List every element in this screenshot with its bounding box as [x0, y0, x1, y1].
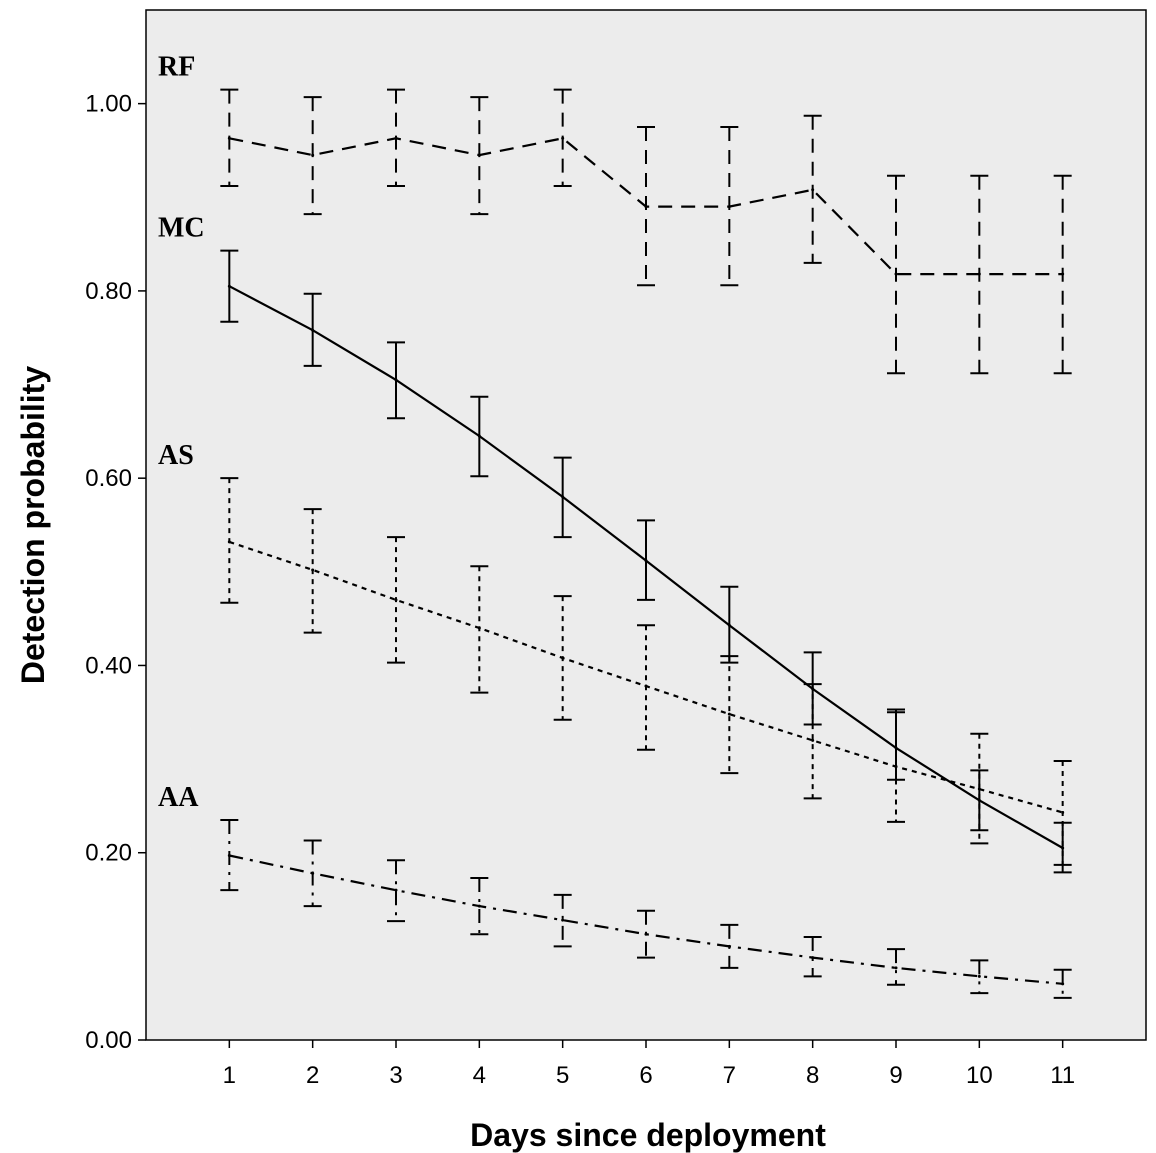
data-point — [1061, 272, 1065, 276]
series-mc — [220, 249, 1072, 874]
data-point — [977, 787, 981, 791]
data-point — [894, 746, 898, 750]
data-point — [811, 188, 815, 192]
series-aa — [220, 818, 1072, 999]
data-point — [644, 932, 648, 936]
x-axis-title: Days since deployment — [470, 1117, 826, 1153]
data-point — [727, 712, 731, 716]
error-bar — [553, 893, 572, 948]
data-point — [477, 153, 481, 157]
error-bar — [887, 948, 905, 986]
data-point — [311, 568, 315, 572]
x-tick-label: 7 — [723, 1062, 736, 1089]
data-point — [644, 684, 648, 688]
y-tick-label: 0.20 — [85, 840, 132, 867]
x-tick-label: 6 — [639, 1062, 652, 1089]
error-bar — [803, 683, 822, 800]
data-point — [1061, 810, 1065, 814]
data-point — [561, 918, 565, 922]
series-label-aa: AA — [158, 782, 199, 813]
data-point — [977, 272, 981, 276]
data-point — [1061, 982, 1065, 986]
error-bar — [803, 936, 822, 978]
data-point — [394, 598, 398, 602]
x-tick-label: 10 — [966, 1062, 993, 1089]
x-tick-label: 9 — [889, 1062, 902, 1089]
data-point — [227, 540, 231, 544]
y-tick-label: 0.60 — [85, 465, 132, 492]
x-tick-label: 2 — [306, 1062, 319, 1089]
data-point — [477, 904, 481, 908]
data-point — [561, 495, 565, 499]
labels-layer: RF MC AS AA — [158, 52, 205, 813]
x-tick-label: 1 — [223, 1062, 236, 1089]
x-tick-label: 8 — [806, 1062, 819, 1089]
series-as — [220, 477, 1072, 866]
error-bar — [720, 655, 739, 775]
data-point — [311, 153, 315, 157]
data-point — [811, 738, 815, 742]
x-tick-label: 5 — [556, 1062, 569, 1089]
data-point — [894, 765, 898, 769]
data-point — [1061, 846, 1065, 850]
data-point — [477, 434, 481, 438]
axes: 0.00 0.20 0.40 0.60 0.80 1.00 1 2 3 4 5 6 7 8 9 10 11 — [85, 91, 1075, 1089]
y-tick-label: 0.40 — [85, 652, 132, 679]
data-point — [727, 944, 731, 948]
series-layer — [220, 88, 1072, 999]
data-point — [644, 205, 648, 209]
y-tick-label: 0.80 — [85, 278, 132, 305]
y-tick-label: 1.00 — [85, 91, 132, 118]
data-point — [394, 136, 398, 140]
data-point — [644, 559, 648, 563]
error-bar — [887, 708, 905, 823]
x-tick-label: 3 — [389, 1062, 402, 1089]
series-rf — [220, 88, 1072, 375]
data-point — [561, 136, 565, 140]
data-point — [727, 205, 731, 209]
data-point — [561, 656, 565, 660]
error-bar — [470, 877, 489, 936]
data-point — [894, 966, 898, 970]
data-point — [394, 378, 398, 382]
series-label-rf: RF — [158, 52, 195, 83]
data-point — [727, 623, 731, 627]
data-point — [394, 888, 398, 892]
data-point — [311, 871, 315, 875]
error-bar — [387, 859, 405, 923]
error-bar — [970, 959, 989, 995]
series-label-mc: MC — [158, 213, 205, 244]
data-point — [477, 626, 481, 630]
x-tick-label: 4 — [473, 1062, 486, 1089]
data-point — [811, 956, 815, 960]
data-point — [311, 328, 315, 332]
data-point — [977, 974, 981, 978]
series-label-as: AS — [158, 440, 194, 471]
y-axis-title: Detection probability — [15, 366, 51, 684]
data-point — [227, 854, 231, 858]
x-tick-label: 11 — [1050, 1062, 1075, 1089]
error-bar — [1053, 968, 1072, 999]
data-point — [227, 136, 231, 140]
y-tick-label: 0.00 — [85, 1027, 132, 1054]
data-point — [894, 272, 898, 276]
data-point — [227, 284, 231, 288]
data-point — [977, 798, 981, 802]
